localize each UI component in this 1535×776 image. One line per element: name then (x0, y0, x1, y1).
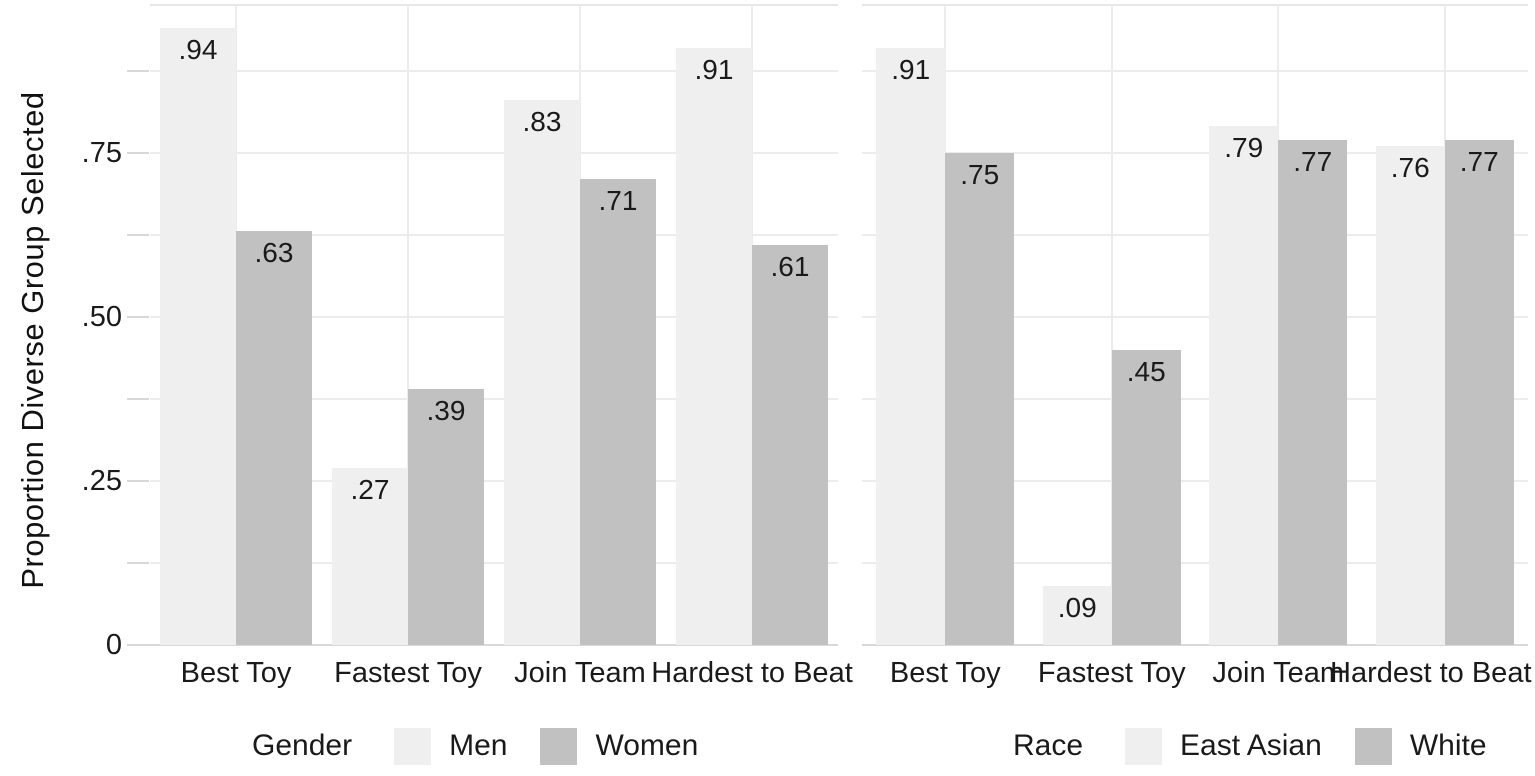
y-axis-tick-mark (127, 561, 149, 564)
x-category-label-hardest-to-beat: Hardest to Beat (1330, 657, 1532, 689)
bar-white-best-toy (945, 152, 1015, 645)
x-category-label-join-team: Join Team (1212, 657, 1345, 689)
legend-title-gender: Gender (252, 729, 353, 762)
x-category-label-hardest-to-beat: Hardest to Beat (651, 657, 853, 689)
gridline-horizontal (150, 397, 838, 400)
bar-men-fastest-toy (332, 467, 408, 645)
y-tick-label-0: 0 (105, 629, 122, 661)
bar-men-join-team (504, 100, 580, 645)
bar-men-hardest-to-beat (676, 47, 752, 645)
plot-top-border (862, 4, 1528, 6)
bar-east-asian-best-toy (876, 47, 946, 645)
legend-label-white: White (1409, 729, 1487, 762)
y-axis-tick-mark (127, 315, 149, 318)
bar-women-join-team (580, 178, 656, 645)
x-category-label-fastest-toy: Fastest Toy (1037, 657, 1186, 689)
gridline-horizontal (862, 151, 1528, 154)
gridline-vertical (407, 5, 409, 645)
legend-swatch-women (540, 727, 578, 765)
x-axis-line (862, 644, 1528, 646)
gridline-horizontal (150, 151, 838, 154)
gridline-vertical (1110, 5, 1113, 645)
y-tick-label-75: .75 (81, 136, 122, 169)
gridline-horizontal (150, 561, 838, 564)
y-axis-tick-mark (127, 397, 149, 400)
bar-women-best-toy (236, 231, 312, 645)
bar-men-best-toy (160, 27, 236, 645)
gridline-horizontal (862, 397, 1528, 400)
gridline-horizontal (862, 479, 1528, 482)
legend-race: Race East Asian White (1013, 724, 1487, 768)
bar-east-asian-hardest-to-beat (1375, 146, 1445, 645)
legend-swatch-white (1354, 727, 1392, 765)
bar-white-join-team (1278, 139, 1348, 645)
bar-east-asian-join-team (1209, 126, 1279, 645)
gridline-horizontal (862, 561, 1528, 564)
legend-swatch-east-asian (1125, 727, 1163, 765)
bar-women-hardest-to-beat (752, 244, 828, 645)
legend-label-men: Men (449, 729, 508, 762)
bar-white-fastest-toy (1111, 349, 1181, 645)
x-axis-line (127, 644, 838, 646)
y-axis-tick-mark (127, 151, 149, 154)
x-category-label-best-toy: Best Toy (889, 657, 1001, 689)
y-axis-tick-mark (127, 233, 149, 236)
plot-top-border (150, 4, 838, 6)
gridline-horizontal (150, 479, 838, 482)
x-category-label-join-team: Join Team (514, 657, 646, 689)
bar-women-fastest-toy (408, 389, 484, 645)
legend-label-women: Women (595, 729, 699, 762)
bar-white-hardest-to-beat (1444, 139, 1514, 645)
gridline-horizontal (150, 315, 838, 318)
y-tick-label-25: .25 (81, 464, 122, 497)
legend-title-race: Race (1013, 729, 1084, 762)
gridline-horizontal (862, 233, 1528, 236)
legend-gender: Gender Men Women (252, 724, 698, 768)
y-axis-tick-mark (127, 479, 149, 482)
gridline-horizontal (862, 69, 1528, 72)
gridline-horizontal (862, 315, 1528, 318)
legend-swatch-men (394, 727, 432, 765)
x-category-label-fastest-toy: Fastest Toy (334, 657, 482, 689)
legend-label-east-asian: East Asian (1180, 729, 1322, 762)
y-tick-label-50: .50 (81, 300, 122, 333)
gridline-horizontal (150, 233, 838, 236)
x-category-label-best-toy: Best Toy (180, 657, 292, 689)
bar-east-asian-fastest-toy (1042, 585, 1112, 645)
y-axis-tick-mark (127, 69, 149, 72)
gridline-horizontal (150, 69, 838, 72)
